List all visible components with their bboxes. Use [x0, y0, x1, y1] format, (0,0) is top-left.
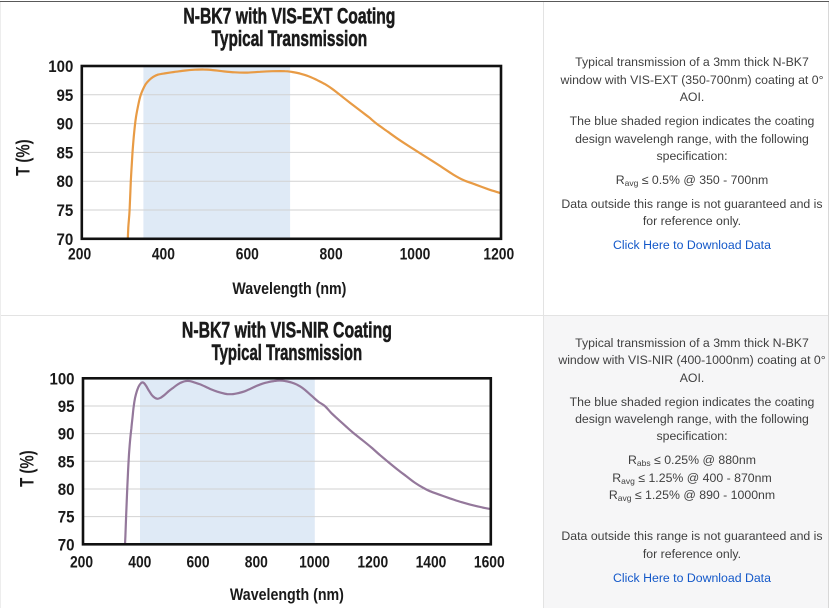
svg-text:1400: 1400 [416, 554, 447, 572]
svg-text:90: 90 [57, 116, 74, 134]
svg-text:75: 75 [57, 202, 74, 220]
svg-text:Wavelength (nm): Wavelength (nm) [232, 279, 346, 298]
svg-text:1200: 1200 [357, 554, 388, 572]
svg-text:Typical Transmission: Typical Transmission [212, 340, 363, 365]
svg-text:95: 95 [57, 87, 74, 105]
svg-text:T (%): T (%) [12, 139, 34, 176]
svg-text:85: 85 [58, 453, 75, 471]
svg-text:600: 600 [186, 554, 209, 572]
svg-text:600: 600 [236, 246, 259, 264]
svg-text:100: 100 [48, 58, 73, 76]
svg-text:400: 400 [152, 246, 175, 264]
svg-text:T (%): T (%) [17, 450, 39, 487]
svg-text:95: 95 [58, 398, 75, 416]
svg-text:1200: 1200 [483, 246, 514, 264]
svg-text:N-BK7 with VIS-EXT Coating: N-BK7 with VIS-EXT Coating [183, 4, 395, 29]
svg-text:1000: 1000 [299, 554, 330, 572]
svg-text:200: 200 [68, 246, 91, 264]
svg-text:Wavelength (nm): Wavelength (nm) [230, 585, 344, 604]
svg-text:Typical Transmission: Typical Transmission [212, 26, 368, 51]
svg-text:200: 200 [70, 554, 93, 572]
svg-text:800: 800 [320, 246, 343, 264]
svg-text:800: 800 [245, 554, 268, 572]
svg-text:75: 75 [58, 509, 75, 527]
svg-text:70: 70 [57, 231, 74, 249]
svg-text:1000: 1000 [400, 246, 431, 264]
svg-text:1600: 1600 [474, 554, 505, 572]
svg-text:80: 80 [58, 481, 75, 499]
svg-text:90: 90 [58, 426, 75, 444]
svg-text:85: 85 [57, 144, 74, 162]
svg-text:70: 70 [58, 536, 75, 554]
svg-text:80: 80 [57, 173, 74, 191]
svg-text:100: 100 [50, 370, 75, 388]
svg-text:N-BK7 with VIS-NIR Coating: N-BK7 with VIS-NIR Coating [182, 318, 392, 343]
svg-text:400: 400 [128, 554, 151, 572]
